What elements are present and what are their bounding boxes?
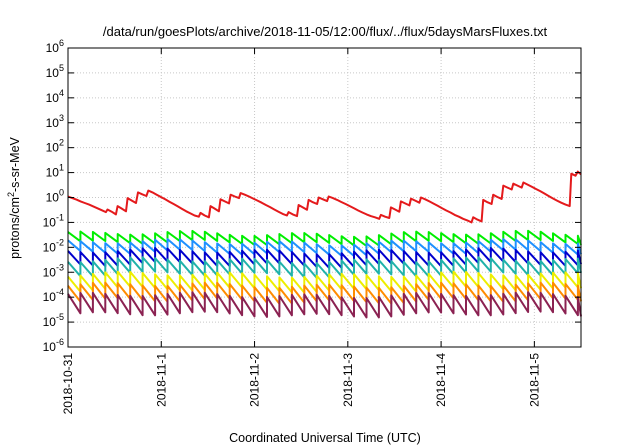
series-line-1 [67,170,582,224]
chart-title: /data/run/goesPlots/archive/2018-11-05/1… [103,24,548,39]
x-tick-label: 2018-11-1 [154,353,168,407]
y-tick-label: 10-5 [43,312,64,329]
y-tick-label: 104 [46,88,64,105]
y-axis: 10-6 10-5 10-4 10-3 10-2 10-1 100 101 102 103 104 1… [43,38,581,354]
y-tick-label: 10-2 [43,237,64,254]
series-layer [67,170,582,319]
y-tick-label: 103 [46,113,64,130]
y-tick-label: 10-4 [43,287,64,304]
y-axis-label-unit: protons/cm [8,197,22,259]
y-tick-label: 10-1 [43,212,64,229]
y-tick-label: 106 [46,38,64,55]
y-tick-label: 105 [46,63,64,80]
x-tick-label: 2018-11-3 [341,353,355,407]
x-tick-label: 2018-10-31 [61,353,75,415]
series-line-5 [67,256,582,279]
y-tick-label: 100 [46,188,64,205]
series-line-8 [67,291,582,319]
y-tick-label: 10-3 [43,262,64,279]
y-axis-label-rest: -s-sr-MeV [8,136,22,192]
x-axis: 2018-10-31 2018-11-1 2018-11-2 2018-11-3 201… [61,48,541,414]
x-tick-label: 2018-11-5 [527,353,541,407]
y-tick-label: 102 [46,138,64,155]
x-tick-label: 2018-11-2 [248,353,262,407]
y-tick-label: 101 [46,163,64,180]
x-tick-label: 2018-11-4 [434,353,448,407]
y-axis-label: protons/cm2-s-sr-MeV [6,136,22,258]
y-tick-label: 10-6 [43,337,64,354]
y-axis-label-exponent: 2 [6,192,16,197]
x-axis-label: Coordinated Universal Time (UTC) [229,431,421,445]
